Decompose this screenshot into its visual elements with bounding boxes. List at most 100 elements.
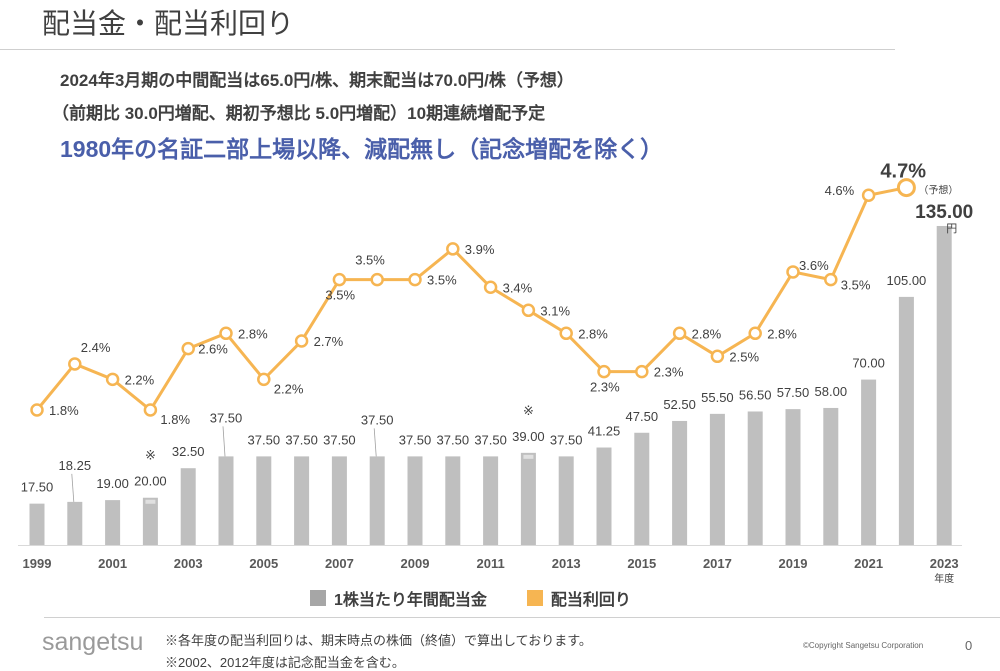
commemorative-mark-2002: ※ [145,448,156,463]
yield-point-2008 [370,272,384,287]
yield-point-2005 [257,372,271,387]
yield-label-2018: 2.8% [767,326,797,341]
yield-point-2011 [483,280,498,295]
yield-point-2007 [332,272,347,287]
yield-label-2006: 2.7% [314,334,344,349]
commemorative-segment-2012 [523,454,534,459]
yield-label-2017: 2.5% [729,349,759,364]
bar-label-2021: 70.00 [852,356,885,371]
yield-point-2013 [559,326,573,341]
x-tick-2017: 2017 [703,556,732,571]
yield-point-2001 [105,372,120,387]
x-tick-2013: 2013 [552,556,581,571]
x-tick-2019: 2019 [779,556,808,571]
yield-point-2003 [181,341,195,356]
bar-label-2018: 56.50 [739,387,772,402]
bar-label-2019: 57.50 [777,385,810,400]
forecast-note: （予想） [918,184,958,197]
yield-point-2017 [710,349,725,364]
x-tick-2001: 2001 [98,556,127,571]
yield-label-2019: 3.6% [799,258,829,273]
bar-2000 [67,501,83,545]
legend-swatch-orange [526,590,543,606]
bar-2013 [558,456,574,545]
yield-point-2022 [896,178,916,198]
bar-2022 [898,296,914,545]
bar-unit-label: 円 [946,223,957,235]
headline-increase: （前期比 30.0円増配、期初予想比 5.0円増配）10期連続増配予定 [52,104,546,123]
bar-2004 [218,456,234,545]
bar-2017 [709,413,725,545]
bar-2021 [861,379,877,545]
bar-label-2006: 37.50 [285,432,318,447]
x-tick-2011: 2011 [476,556,504,571]
legend-item-yield: 配当利回り [526,586,631,610]
yield-point-1999 [30,403,44,417]
page-number: 0 [965,638,973,653]
bar-label-2001: 19.00 [96,476,129,491]
bar-2005 [256,456,272,545]
bar-label-2022: 105.00 [887,273,927,288]
bar-label-2011: 37.50 [474,432,507,447]
bar-label-2000: 18.25 [59,458,92,473]
bar-2003 [180,468,196,545]
bar-label-2016: 52.50 [663,397,696,412]
bar-2009 [407,456,423,545]
yield-point-2018 [748,326,762,341]
yield-label-2014: 2.3% [590,380,620,395]
title-divider [0,49,895,50]
bar-label-2015: 47.50 [626,409,659,424]
bar-label-2023: 135.00 [915,202,973,223]
yield-point-2004 [219,326,233,341]
page-title: 配当金・配当利回り [42,8,295,39]
yield-label-2015: 2.3% [654,365,684,380]
headline-dividend: 2024年3月期の中間配当は65.0円/株、期末配当は70.0円/株（予想） [60,71,574,90]
bar-2001 [105,500,121,545]
bar-label-2009: 37.50 [399,432,432,447]
dividend-chart: 17.50 18.25 19.00 ※ 20.00 32.50 37.50 37.50 37.5… [18,161,973,585]
bar-label-2004: 37.50 [210,410,243,425]
yield-label-2012: 3.1% [540,303,570,318]
footnote-yield: ※各年度の配当利回りは、期末時点の株価（終値）で算出しております。 [165,633,592,648]
bar-2007 [331,456,347,545]
footer-divider [44,617,1000,618]
x-tick-2021: 2021 [854,556,883,571]
x-tick-1999: 1999 [23,556,52,571]
yield-label-2005: 2.2% [274,381,304,396]
yield-point-2019 [786,265,800,279]
yield-label-2016: 2.8% [692,326,722,341]
yield-label-2001: 2.2% [125,372,155,387]
yield-point-2010 [446,242,460,256]
x-unit-label: 年度 [934,572,954,585]
yield-label-1999: 1.8% [49,403,79,418]
leader-line-2008 [373,428,377,457]
yield-point-2015 [635,364,649,379]
x-tick-2009: 2009 [401,556,430,571]
yield-point-2020 [824,272,838,287]
yield-label-2009: 3.5% [427,273,457,288]
x-tick-2005: 2005 [249,556,278,571]
bar-label-2005: 37.50 [248,432,281,447]
yield-label-2004: 2.8% [238,326,268,341]
yield-label-2003: 2.6% [198,342,228,357]
bar-2023 [936,225,952,545]
sangetsu-logo: sangetsu [42,628,144,656]
legend-item-dividend: 1株当たり年間配当金 [310,586,487,610]
yield-label-2021: 4.6% [825,183,855,198]
footnote-commemorative: ※2002、2012年度は記念配当金を含む。 [165,655,405,670]
legend-label-dividend: 1株当たり年間配当金 [334,592,487,609]
yield-point-2002 [143,403,158,417]
bar-2010 [445,456,461,545]
bar-2006 [294,456,310,545]
bar-2008 [369,456,385,545]
bar-label-2002: 20.00 [134,474,167,489]
yield-point-2014 [597,364,611,379]
yield-label-2002: 1.8% [160,412,190,427]
bar-2019 [785,409,801,545]
bar-label-2017: 55.50 [701,390,734,405]
bar-2011 [483,456,499,545]
yield-point-2009 [408,272,422,287]
commemorative-mark-2012: ※ [523,403,534,418]
bar-label-2008: 37.50 [361,412,394,427]
yield-label-2020: 3.5% [841,278,871,293]
